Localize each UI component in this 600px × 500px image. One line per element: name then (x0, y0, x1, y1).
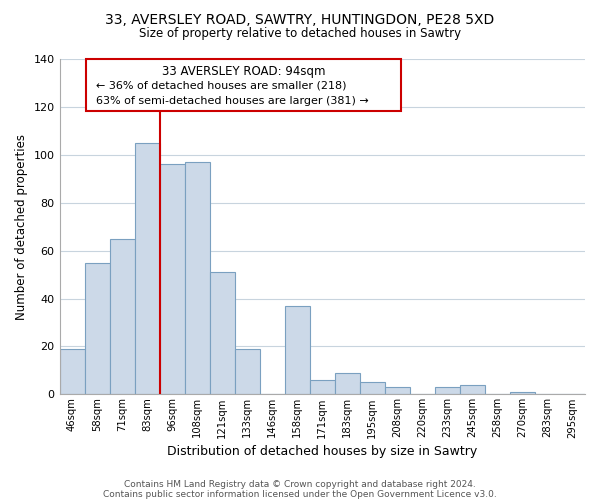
Bar (360, 382, 385, 394)
Bar (235, 349, 260, 395)
Text: ← 36% of detached houses are smaller (218): ← 36% of detached houses are smaller (21… (97, 81, 347, 91)
Text: Size of property relative to detached houses in Sawtry: Size of property relative to detached ho… (139, 28, 461, 40)
Bar (435, 387, 460, 394)
Bar (460, 385, 485, 394)
Bar (59, 349, 85, 395)
FancyBboxPatch shape (86, 59, 401, 111)
Text: Contains HM Land Registry data © Crown copyright and database right 2024.: Contains HM Land Registry data © Crown c… (124, 480, 476, 489)
Bar (110, 238, 134, 394)
Text: 33 AVERSLEY ROAD: 94sqm: 33 AVERSLEY ROAD: 94sqm (162, 65, 325, 78)
Bar (85, 262, 110, 394)
Bar (335, 373, 360, 394)
Bar (285, 306, 310, 394)
Text: 63% of semi-detached houses are larger (381) →: 63% of semi-detached houses are larger (… (97, 96, 369, 106)
Y-axis label: Number of detached properties: Number of detached properties (15, 134, 28, 320)
Bar (510, 392, 535, 394)
X-axis label: Distribution of detached houses by size in Sawtry: Distribution of detached houses by size … (167, 444, 478, 458)
Bar (209, 272, 235, 394)
Bar (160, 164, 185, 394)
Text: 33, AVERSLEY ROAD, SAWTRY, HUNTINGDON, PE28 5XD: 33, AVERSLEY ROAD, SAWTRY, HUNTINGDON, P… (106, 12, 494, 26)
Bar (310, 380, 335, 394)
Bar (185, 162, 209, 394)
Bar (385, 387, 410, 394)
Text: Contains public sector information licensed under the Open Government Licence v3: Contains public sector information licen… (103, 490, 497, 499)
Bar (134, 143, 160, 395)
